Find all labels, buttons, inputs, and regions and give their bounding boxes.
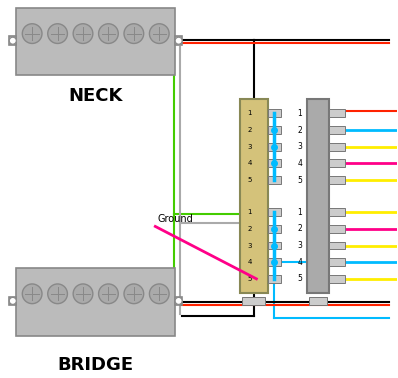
Bar <box>175 36 182 45</box>
Text: 2: 2 <box>298 125 302 135</box>
Text: 5: 5 <box>247 276 252 282</box>
Text: 3: 3 <box>247 243 252 248</box>
Bar <box>309 297 327 305</box>
Bar <box>267 242 281 249</box>
Bar <box>329 242 345 249</box>
Text: 2: 2 <box>247 226 252 232</box>
Text: 3: 3 <box>247 144 252 150</box>
Circle shape <box>73 284 93 304</box>
Text: BRIDGE: BRIDGE <box>58 356 134 373</box>
Bar <box>9 36 16 45</box>
Bar <box>16 268 175 336</box>
Bar <box>9 296 16 305</box>
Text: 4: 4 <box>297 159 302 168</box>
Circle shape <box>149 24 169 43</box>
Circle shape <box>48 24 67 43</box>
Text: 1: 1 <box>247 209 252 215</box>
Text: NECK: NECK <box>68 87 123 105</box>
Text: 1: 1 <box>298 208 302 217</box>
Text: 5: 5 <box>297 274 302 284</box>
Bar <box>267 176 281 184</box>
Bar <box>329 126 345 134</box>
Circle shape <box>99 284 118 304</box>
Circle shape <box>73 24 93 43</box>
Bar <box>240 99 267 293</box>
Circle shape <box>9 37 16 44</box>
Bar <box>16 8 175 76</box>
Bar <box>267 160 281 167</box>
Bar <box>329 160 345 167</box>
Bar <box>267 126 281 134</box>
Text: 4: 4 <box>297 258 302 267</box>
Text: 3: 3 <box>297 241 302 250</box>
Bar <box>267 143 281 151</box>
Circle shape <box>149 284 169 304</box>
Bar <box>175 296 182 305</box>
Bar <box>307 99 329 293</box>
Text: 3: 3 <box>297 142 302 151</box>
Text: 4: 4 <box>247 160 252 166</box>
Text: 1: 1 <box>247 110 252 116</box>
Text: 2: 2 <box>298 225 302 233</box>
Text: 4: 4 <box>247 259 252 265</box>
Bar <box>329 143 345 151</box>
Bar <box>329 208 345 216</box>
Circle shape <box>175 37 182 44</box>
Bar <box>329 110 345 118</box>
Bar <box>267 258 281 266</box>
Circle shape <box>99 24 118 43</box>
Bar <box>242 297 265 305</box>
Text: Ground: Ground <box>157 214 193 225</box>
Circle shape <box>22 24 42 43</box>
Circle shape <box>22 284 42 304</box>
Bar <box>267 225 281 233</box>
Circle shape <box>9 297 16 304</box>
Circle shape <box>175 297 182 304</box>
Circle shape <box>48 284 67 304</box>
Bar <box>267 208 281 216</box>
Text: 5: 5 <box>247 177 252 183</box>
Bar <box>267 110 281 118</box>
Bar <box>329 275 345 283</box>
Text: 2: 2 <box>247 127 252 133</box>
Text: 5: 5 <box>297 175 302 184</box>
Bar <box>329 176 345 184</box>
Circle shape <box>124 24 144 43</box>
Bar <box>329 225 345 233</box>
Bar <box>329 258 345 266</box>
Text: 1: 1 <box>298 109 302 118</box>
Circle shape <box>124 284 144 304</box>
Bar <box>267 275 281 283</box>
